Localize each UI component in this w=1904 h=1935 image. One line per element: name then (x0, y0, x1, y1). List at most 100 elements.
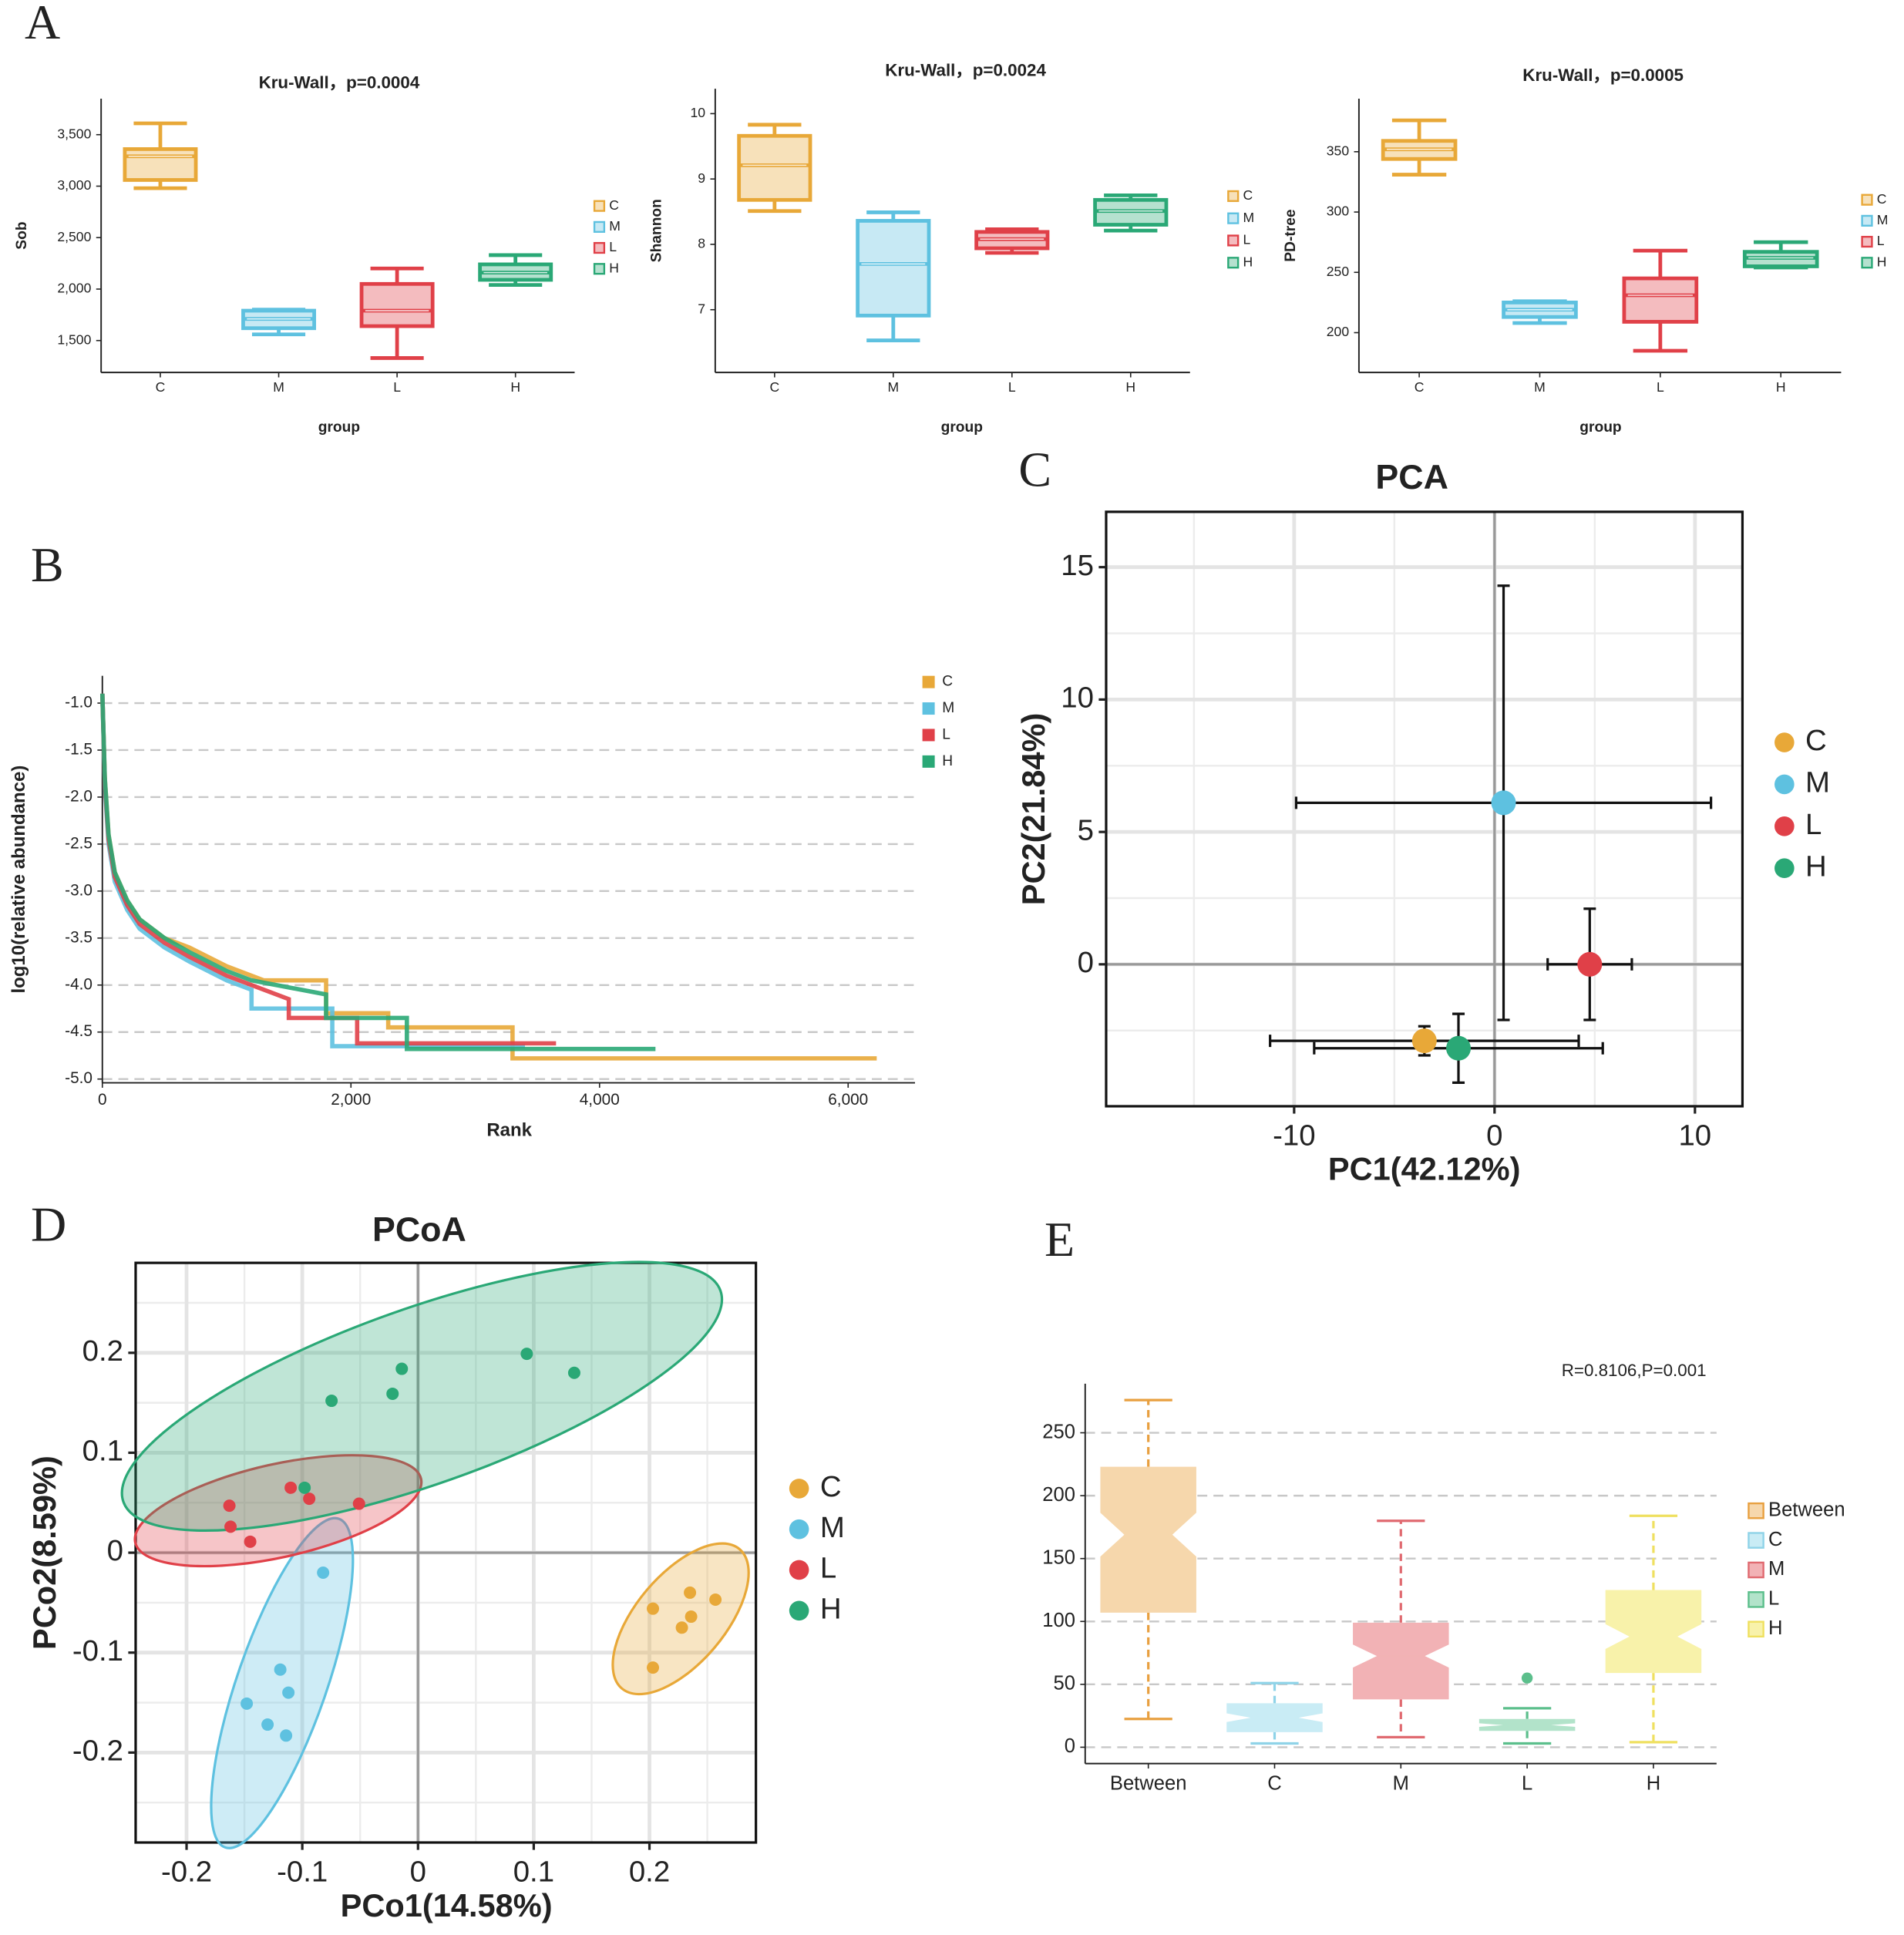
legend-swatch (593, 241, 606, 254)
legend-label: C (1243, 187, 1253, 203)
y-tick-label: -3.0 (65, 881, 93, 899)
panel-label: E (1045, 1212, 1075, 1267)
legend-label: L (609, 239, 617, 254)
x-tick-label: L (393, 379, 401, 395)
point (224, 1520, 237, 1533)
plot-frame (1105, 510, 1744, 1108)
y-tick-label: 10 (1061, 681, 1094, 715)
legend-swatch (1748, 1561, 1764, 1579)
y-tick-label: 2,000 (57, 281, 91, 296)
box (1353, 1622, 1449, 1700)
y-tick-label: 150 (1042, 1546, 1075, 1568)
legend-marker (789, 1519, 809, 1540)
x-tick-label: M (1393, 1772, 1409, 1794)
point (675, 1621, 688, 1634)
chart-title: Kru-Wall，p=0.0004 (259, 73, 420, 93)
point (647, 1602, 660, 1615)
legend-marker (789, 1479, 809, 1499)
y-axis-label: PC2(21.84%) (1015, 713, 1051, 906)
y-tick-label: 250 (1042, 1421, 1075, 1442)
legend-label: M (1243, 210, 1255, 225)
point (325, 1395, 338, 1408)
x-axis-label: group (318, 419, 360, 436)
legend-label: M (1768, 1558, 1785, 1580)
y-tick-label: -0.1 (72, 1634, 123, 1667)
x-tick-label: M (273, 379, 284, 395)
confidence-ellipse (210, 1516, 355, 1849)
x-tick-label: C (1267, 1772, 1281, 1794)
data-line (99, 693, 656, 1052)
confidence-ellipse (133, 1454, 423, 1568)
y-tick-label: -3.5 (65, 928, 93, 946)
panel-label: C (1018, 443, 1051, 497)
point (303, 1492, 316, 1506)
chart-title: Kru-Wall，p=0.0024 (885, 61, 1046, 80)
y-tick-label: 0 (107, 1534, 123, 1567)
box (123, 147, 198, 182)
annotation: R=0.8106,P=0.001 (1562, 1361, 1707, 1380)
legend-marker (1774, 732, 1795, 752)
x-tick-label: H (1776, 379, 1786, 395)
legend-swatch (1861, 194, 1873, 206)
x-tick-label: 0 (1486, 1119, 1502, 1152)
legend-swatch (1861, 214, 1873, 227)
y-tick-label: 15 (1061, 549, 1094, 582)
legend-label: H (609, 260, 619, 275)
x-tick-label: C (156, 379, 166, 395)
legend-marker (1774, 858, 1795, 879)
y-tick-label: 8 (698, 236, 705, 251)
x-tick-label: C (1415, 379, 1425, 395)
x-tick-label: C (769, 379, 779, 395)
legend-label: Between (1768, 1499, 1845, 1520)
x-axis-label: PCo1(14.58%) (341, 1887, 553, 1923)
point (244, 1535, 257, 1548)
y-tick-label: -1.5 (65, 740, 93, 758)
point (520, 1348, 533, 1361)
y-tick-label: -0.2 (72, 1734, 123, 1767)
legend-label: H (1877, 254, 1887, 269)
legend-swatch (1227, 212, 1240, 224)
x-tick-label: -0.2 (161, 1855, 212, 1888)
confidence-ellipse (611, 1542, 750, 1696)
y-axis-label: log10(relative abundance) (8, 766, 29, 994)
point (282, 1686, 295, 1699)
y-tick-label: 0 (1078, 946, 1094, 979)
y-tick-label: 0.1 (82, 1435, 123, 1468)
x-tick-label: M (1534, 379, 1546, 395)
x-axis-label: Rank (486, 1119, 532, 1140)
point (647, 1661, 660, 1674)
y-tick-label: -2.5 (65, 834, 93, 852)
legend-label: M (609, 218, 621, 234)
legend-swatch (922, 729, 935, 742)
y-tick-label: 2,500 (57, 229, 91, 244)
y-tick-label: 200 (1042, 1484, 1075, 1506)
x-tick-label: 4,000 (580, 1091, 620, 1109)
legend-swatch (593, 220, 606, 233)
panel-label: B (31, 537, 64, 592)
y-axis-label: PCo2(8.59%) (26, 1455, 62, 1650)
point (1577, 951, 1603, 977)
legend-swatch (1748, 1532, 1764, 1549)
legend-label: C (1768, 1529, 1782, 1550)
point (223, 1499, 236, 1513)
confidence-ellipse (120, 1260, 724, 1532)
x-tick-label: H (510, 379, 520, 395)
x-tick-label: -10 (1273, 1119, 1315, 1152)
legend-swatch (922, 755, 935, 768)
legend-label: M (1805, 766, 1830, 799)
x-tick-label: M (887, 379, 899, 395)
point (352, 1497, 365, 1510)
x-tick-label: 0 (410, 1855, 426, 1888)
legend-label: L (820, 1552, 836, 1585)
box (1100, 1466, 1196, 1613)
legend-label: C (820, 1470, 842, 1503)
panel-label: A (25, 0, 60, 49)
x-tick-label: L (1522, 1772, 1532, 1794)
x-axis-label: group (1579, 419, 1621, 436)
y-axis-label: PD-tree (1283, 209, 1299, 262)
y-tick-label: -1.0 (65, 694, 93, 712)
y-tick-label: -2.0 (65, 787, 93, 805)
y-tick-label: 250 (1327, 264, 1350, 279)
chart-title: PCA (1375, 458, 1448, 496)
outlier (1521, 1672, 1533, 1684)
